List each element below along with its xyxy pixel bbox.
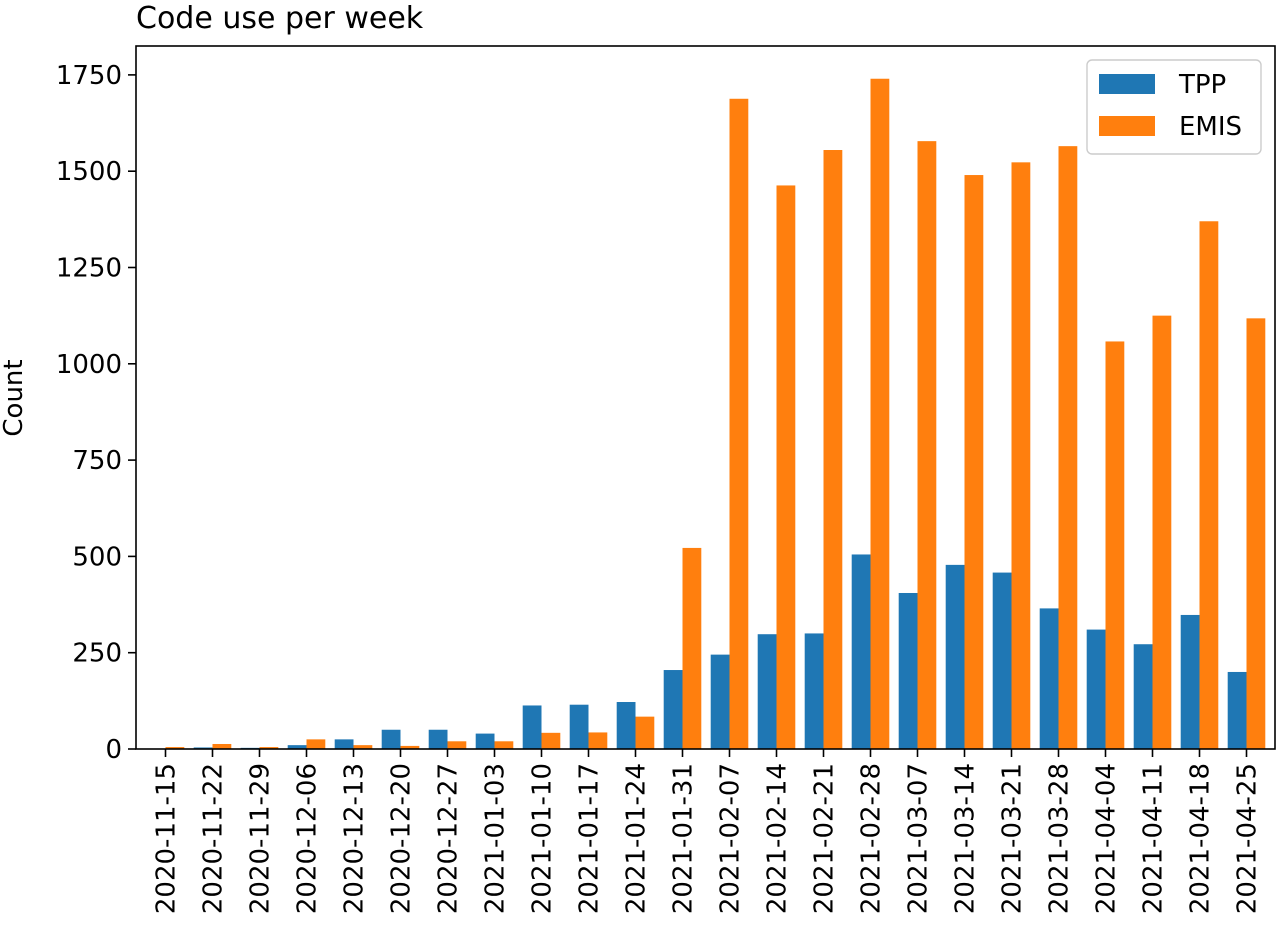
x-tick-label: 2021-03-28 [1045, 763, 1075, 914]
bar-emis-2021-03-07 [917, 141, 937, 749]
bar-tpp-2020-12-13 [334, 739, 354, 749]
x-tick-label: 2021-02-28 [857, 763, 887, 914]
x-tick-label: 2020-12-27 [434, 763, 464, 914]
bar-tpp-2021-01-03 [475, 733, 495, 749]
bar-emis-2021-01-03 [494, 741, 514, 749]
bar-emis-2021-01-31 [682, 547, 702, 749]
bar-tpp-2021-02-14 [757, 634, 777, 749]
y-tick-label: 1500 [56, 157, 122, 187]
x-tick-label: 2021-01-03 [481, 763, 511, 914]
y-tick-label: 0 [105, 735, 122, 765]
bar-emis-2020-11-29 [259, 747, 279, 749]
bar-emis-2021-04-04 [1105, 341, 1125, 749]
bar-emis-2021-04-18 [1199, 221, 1219, 749]
bar-tpp-2020-12-06 [287, 745, 307, 749]
bar-tpp-2021-04-04 [1086, 629, 1106, 749]
bar-emis-2021-01-17 [588, 732, 608, 749]
legend-label-tpp: TPP [1178, 70, 1226, 100]
y-tick-label: 500 [72, 542, 122, 572]
x-tick-label: 2021-01-24 [622, 763, 652, 914]
x-tick-label: 2021-02-21 [810, 763, 840, 914]
bar-emis-2021-03-28 [1058, 146, 1078, 749]
bar-tpp-2021-03-14 [945, 564, 965, 749]
x-tick-label: 2020-12-13 [340, 763, 370, 914]
x-tick-label: 2021-04-25 [1233, 763, 1263, 914]
x-tick-label: 2020-11-29 [246, 763, 276, 914]
x-tick-label: 2021-01-17 [575, 763, 605, 914]
bar-emis-2021-02-21 [823, 150, 843, 749]
bar-emis-2020-11-22 [212, 743, 232, 749]
bar-tpp-2021-03-21 [992, 572, 1012, 749]
plot-frame [135, 45, 1276, 750]
bar-tpp-2021-04-25 [1227, 671, 1247, 749]
bar-tpp-2021-02-07 [710, 654, 730, 749]
bar-tpp-2021-03-07 [898, 592, 918, 749]
bar-emis-2020-11-15 [165, 747, 185, 749]
x-tick-label: 2020-12-06 [293, 763, 323, 914]
bar-emis-2021-04-25 [1246, 318, 1266, 749]
bar-emis-2021-01-24 [635, 716, 655, 749]
y-tick-label: 1250 [56, 253, 122, 283]
y-ticks: 0 250 500 750 1000 1250 1500 1750 [56, 61, 136, 765]
bar-tpp-2021-02-28 [851, 554, 871, 749]
bar-emis-2020-12-13 [353, 745, 373, 749]
x-tick-label: 2021-02-14 [763, 763, 793, 914]
y-tick-label: 1750 [56, 61, 122, 91]
bar-tpp-2021-04-18 [1180, 614, 1200, 749]
x-tick-label: 2021-03-21 [998, 763, 1028, 914]
x-tick-label: 2021-02-07 [716, 763, 746, 914]
x-tick-label: 2020-11-22 [199, 763, 229, 914]
legend-label-emis: EMIS [1179, 112, 1242, 142]
x-tick-label: 2021-04-18 [1186, 763, 1216, 914]
legend-swatch-emis [1099, 116, 1155, 136]
bar-tpp-2020-12-27 [428, 729, 448, 749]
x-tick-label: 2020-11-15 [152, 763, 182, 914]
x-ticks: 2020-11-15 2020-11-22 2020-11-29 2020-12-06… [152, 749, 1263, 914]
bar-tpp-2021-01-17 [569, 704, 589, 749]
bar-emis-2021-02-14 [776, 185, 796, 749]
bar-tpp-2021-01-31 [663, 670, 683, 749]
bar-emis-2021-01-10 [541, 732, 561, 749]
x-tick-label: 2021-01-10 [528, 763, 558, 914]
x-tick-label: 2021-04-11 [1139, 763, 1169, 914]
y-tick-label: 750 [72, 446, 122, 476]
bar-emis-2020-12-20 [400, 745, 420, 749]
y-tick-label: 250 [72, 639, 122, 669]
bar-tpp-2021-01-24 [616, 702, 636, 749]
bars-group [165, 78, 1266, 750]
bar-tpp-2020-12-20 [381, 729, 401, 749]
bar-tpp-2021-03-28 [1039, 608, 1059, 749]
bar-emis-2020-12-06 [306, 739, 326, 749]
x-tick-label: 2021-01-31 [669, 763, 699, 914]
bar-emis-2020-12-27 [447, 741, 467, 749]
y-axis-label: Count [0, 359, 29, 436]
bar-emis-2021-03-21 [1011, 162, 1031, 750]
y-tick-label: 1000 [56, 350, 122, 380]
bar-tpp-2021-02-21 [804, 633, 824, 749]
bar-tpp-2021-01-10 [522, 705, 542, 749]
bar-emis-2021-03-14 [964, 175, 984, 750]
x-tick-label: 2020-12-20 [387, 763, 417, 914]
x-tick-label: 2021-04-04 [1092, 763, 1122, 914]
x-tick-label: 2021-03-14 [951, 763, 981, 914]
legend-swatch-tpp [1099, 74, 1155, 94]
bar-tpp-2021-04-11 [1133, 644, 1153, 749]
bar-emis-2021-02-28 [870, 78, 890, 750]
chart-title: Code use per week [136, 1, 424, 36]
legend: TPP EMIS [1086, 59, 1262, 155]
bar-emis-2021-02-07 [729, 98, 749, 750]
bar-emis-2021-04-11 [1152, 315, 1172, 749]
x-tick-label: 2021-03-07 [904, 763, 934, 914]
